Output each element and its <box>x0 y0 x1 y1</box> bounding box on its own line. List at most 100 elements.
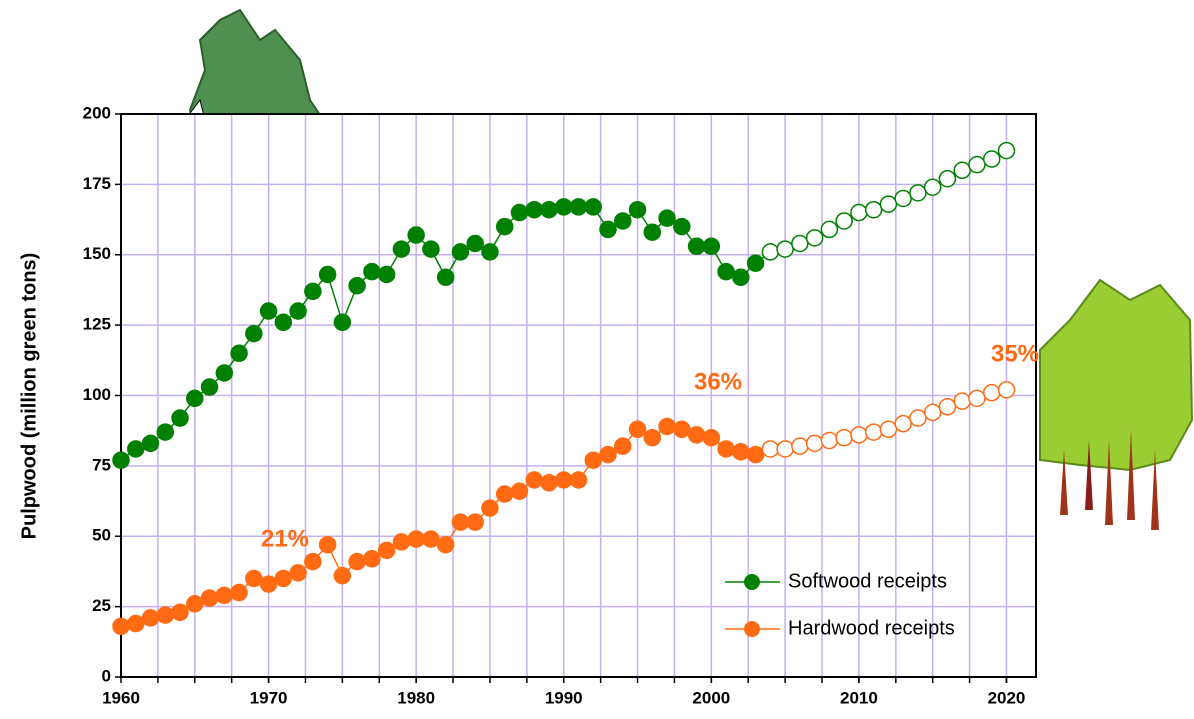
data-point <box>495 217 514 236</box>
data-point <box>540 200 558 219</box>
projected-point <box>864 200 883 219</box>
data-point <box>171 409 189 427</box>
data-point <box>481 243 499 261</box>
data-point <box>599 445 617 464</box>
projected-point <box>923 178 942 196</box>
data-point <box>599 220 617 239</box>
data-point <box>304 282 322 301</box>
data-point <box>702 428 721 447</box>
data-point <box>554 198 573 216</box>
data-point <box>732 268 750 287</box>
data-point <box>333 566 352 585</box>
data-point <box>156 423 175 441</box>
projected-point <box>820 431 839 450</box>
data-point <box>540 474 558 492</box>
y-tick-label: 0 <box>102 666 111 685</box>
data-point <box>510 203 529 222</box>
projected-point <box>850 203 868 222</box>
projected-point <box>894 189 912 208</box>
x-tick-label: 1980 <box>397 688 435 707</box>
data-point <box>451 513 470 531</box>
annotation: 35% <box>991 340 1039 367</box>
y-tick-label: 175 <box>83 174 111 193</box>
projected-point <box>791 234 809 253</box>
data-point <box>200 378 219 396</box>
data-point <box>628 200 647 219</box>
projected-point <box>864 423 883 441</box>
data-point <box>200 589 219 607</box>
data-point <box>112 617 130 636</box>
data-point <box>274 569 293 588</box>
y-tick-label: 200 <box>83 103 111 122</box>
x-tick-label: 2010 <box>840 688 878 707</box>
x-tick-label: 1990 <box>545 688 583 707</box>
legend-label: Hardwood receipts <box>788 617 955 639</box>
data-point <box>658 209 676 227</box>
data-point <box>363 550 381 568</box>
projected-point <box>938 398 957 416</box>
data-point <box>186 595 204 613</box>
legend-label: Softwood receipts <box>788 570 947 592</box>
data-point <box>614 212 632 230</box>
data-point <box>304 552 322 571</box>
data-point <box>628 420 647 439</box>
data-point <box>348 276 366 295</box>
projected-point <box>923 403 942 422</box>
data-point <box>732 443 750 461</box>
data-point <box>245 324 263 343</box>
data-point <box>259 302 278 320</box>
data-point <box>171 603 189 622</box>
projected-point <box>791 437 809 455</box>
projected-point <box>968 155 986 174</box>
data-point <box>584 451 603 469</box>
projected-point <box>776 440 794 458</box>
data-point <box>245 569 263 588</box>
data-point <box>658 417 676 436</box>
data-point <box>466 234 484 253</box>
data-point <box>436 535 455 554</box>
projected-point <box>968 389 986 408</box>
y-tick-label: 100 <box>83 385 111 404</box>
data-point <box>259 575 278 593</box>
y-tick-label: 25 <box>92 596 111 615</box>
projected-point <box>820 220 839 239</box>
data-point <box>289 302 307 320</box>
y-tick-label: 150 <box>83 244 111 263</box>
data-point <box>274 313 293 332</box>
projected-point <box>879 195 898 213</box>
data-point <box>392 533 411 551</box>
data-point <box>141 609 160 627</box>
projected-point <box>850 426 868 444</box>
projected-point <box>761 440 780 458</box>
projected-point <box>997 381 1016 399</box>
data-point <box>717 440 735 458</box>
data-point <box>466 513 484 531</box>
data-point <box>422 530 440 548</box>
data-point <box>481 499 499 517</box>
data-point <box>673 217 691 236</box>
data-point <box>289 564 307 582</box>
y-tick-label: 50 <box>92 526 111 545</box>
data-point <box>525 471 543 489</box>
data-point <box>348 552 366 571</box>
projected-point <box>909 409 927 427</box>
data-point <box>392 240 411 258</box>
legend-marker <box>744 574 760 590</box>
data-point <box>186 389 204 408</box>
x-tick-label: 2000 <box>692 688 730 707</box>
data-point <box>495 485 514 503</box>
projected-point <box>776 240 794 258</box>
data-point <box>318 535 337 554</box>
data-point <box>436 268 455 287</box>
data-point <box>569 471 588 489</box>
y-tick-label: 125 <box>83 315 111 334</box>
data-point <box>510 482 529 500</box>
data-point <box>554 471 573 489</box>
projected-point <box>805 229 824 247</box>
data-point <box>643 428 662 447</box>
legend-marker <box>744 621 760 637</box>
hardwood-trees-icon <box>1039 278 1194 530</box>
data-point <box>569 198 588 216</box>
y-tick-label: 75 <box>92 455 111 474</box>
